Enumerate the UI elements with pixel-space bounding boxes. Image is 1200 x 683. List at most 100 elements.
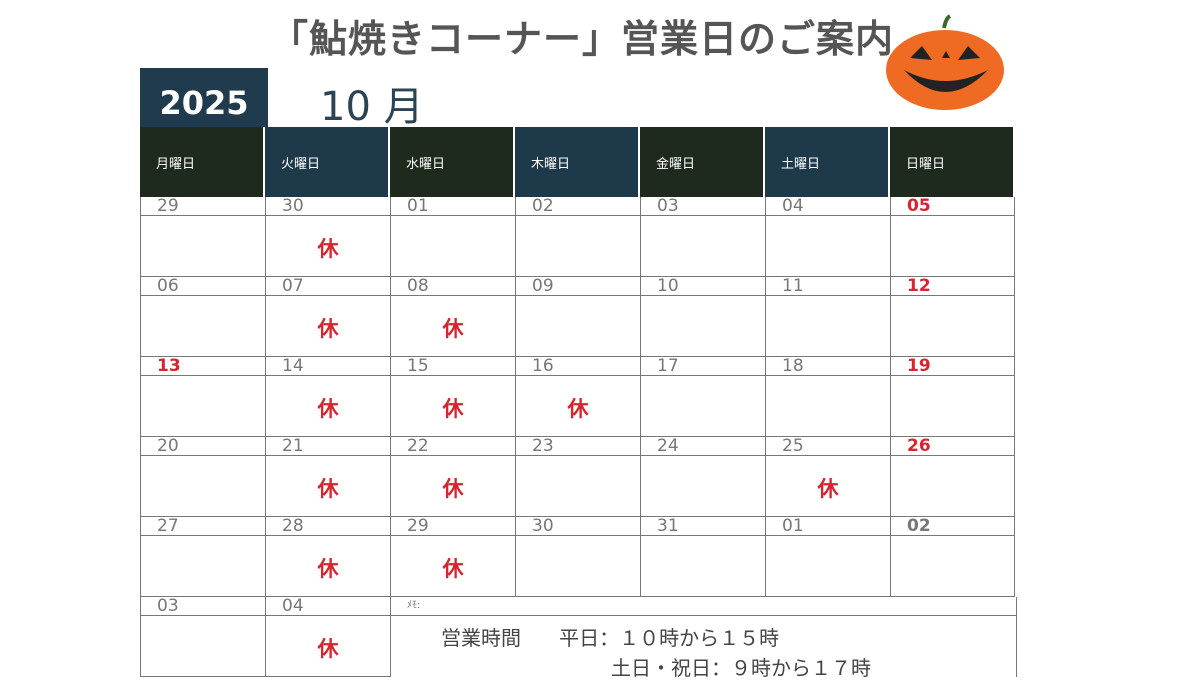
calendar-grid: 29 30 休 01 02 03 04 05 06 07 休 08 休 09 10 11 12 13 14 休 15 休 1…	[140, 197, 1017, 680]
day-cell: 04 休	[265, 597, 390, 677]
day-number: 01	[766, 517, 890, 536]
day-number: 18	[766, 357, 890, 376]
day-number: 22	[391, 437, 515, 456]
week-row: 27 28 休 29 休 30 31 01 02	[140, 517, 1017, 597]
day-cell: 20	[140, 437, 265, 517]
day-number: 28	[266, 517, 390, 536]
day-cell: 03	[640, 197, 765, 277]
weekend-hours: 土日・祝日：９時から１７時	[611, 656, 871, 680]
day-cell: 05	[890, 197, 1015, 277]
day-cell: 21 休	[265, 437, 390, 517]
day-cell: 16 休	[515, 357, 640, 437]
day-cell: 02	[890, 517, 1015, 597]
closed-mark: 休	[317, 317, 339, 341]
day-number: 04	[766, 197, 890, 216]
day-cell: 15 休	[390, 357, 515, 437]
day-number: 01	[391, 197, 515, 216]
day-number: 27	[141, 517, 265, 536]
day-number: 03	[141, 597, 265, 616]
day-cell: 07 休	[265, 277, 390, 357]
day-number: 13	[141, 357, 265, 376]
day-cell: 19	[890, 357, 1015, 437]
day-number: 19	[891, 357, 1014, 376]
hours-label: 営業時間	[441, 626, 521, 650]
day-cell: 27	[140, 517, 265, 597]
week-row: 20 21 休 22 休 23 24 25 休 26	[140, 437, 1017, 517]
week-row: 13 14 休 15 休 16 休 17 18 19	[140, 357, 1017, 437]
day-cell: 01	[390, 197, 515, 277]
day-number: 08	[391, 277, 515, 296]
weekday-header: 月曜日 火曜日 水曜日 木曜日 金曜日 土曜日 日曜日	[140, 127, 1015, 197]
day-cell: 26	[890, 437, 1015, 517]
day-number: 23	[516, 437, 640, 456]
day-cell: 08 休	[390, 277, 515, 357]
closed-mark: 休	[442, 397, 464, 421]
closed-mark: 休	[317, 397, 339, 421]
day-number: 15	[391, 357, 515, 376]
weekday-header-cell: 木曜日	[515, 127, 638, 197]
day-number: 03	[641, 197, 765, 216]
day-cell: 29	[140, 197, 265, 277]
weekday-header-cell: 水曜日	[390, 127, 513, 197]
day-number: 12	[891, 277, 1014, 296]
closed-mark: 休	[317, 637, 339, 661]
month-label: 10 月	[320, 84, 424, 130]
weekday-header-cell: 月曜日	[140, 127, 263, 197]
day-number: 29	[391, 517, 515, 536]
weekday-header-cell: 土曜日	[765, 127, 888, 197]
closed-mark: 休	[817, 477, 839, 501]
day-cell: 03	[140, 597, 265, 677]
day-cell: 30	[515, 517, 640, 597]
day-number: 25	[766, 437, 890, 456]
day-cell: 06	[140, 277, 265, 357]
day-cell: 30 休	[265, 197, 390, 277]
day-number: 09	[516, 277, 640, 296]
day-number: 30	[266, 197, 390, 216]
day-number: 30	[516, 517, 640, 536]
day-cell: 17	[640, 357, 765, 437]
weekday-header-cell: 金曜日	[640, 127, 763, 197]
day-cell: 29 休	[390, 517, 515, 597]
day-number: 10	[641, 277, 765, 296]
week-row: 29 30 休 01 02 03 04 05	[140, 197, 1017, 277]
closed-mark: 休	[442, 557, 464, 581]
day-number: 16	[516, 357, 640, 376]
closed-mark: 休	[317, 477, 339, 501]
day-cell: 23	[515, 437, 640, 517]
year-label: 2025	[140, 68, 268, 127]
weekday-header-cell: 日曜日	[890, 127, 1013, 197]
day-number: 05	[891, 197, 1014, 216]
day-cell: 18	[765, 357, 890, 437]
day-number: 06	[141, 277, 265, 296]
day-number: 31	[641, 517, 765, 536]
day-cell: 14 休	[265, 357, 390, 437]
day-number: 14	[266, 357, 390, 376]
day-cell: 01	[765, 517, 890, 597]
day-cell: 12	[890, 277, 1015, 357]
day-number: 11	[766, 277, 890, 296]
page-title: 「鮎焼きコーナー」営業日のご案内	[270, 17, 895, 61]
day-number: 17	[641, 357, 765, 376]
day-cell: 13	[140, 357, 265, 437]
weekday-hours: 平日：１０時から１５時	[559, 626, 780, 650]
closed-mark: 休	[567, 397, 589, 421]
day-cell: 04	[765, 197, 890, 277]
closed-mark: 休	[317, 237, 339, 261]
closed-mark: 休	[317, 557, 339, 581]
day-number: 07	[266, 277, 390, 296]
day-number: 02	[891, 517, 1014, 536]
memo-area: ﾒﾓ: 営業時間 平日：１０時から１５時土日・祝日：９時から１７時	[390, 597, 1017, 680]
day-number: 21	[266, 437, 390, 456]
memo-label: ﾒﾓ:	[391, 597, 1016, 616]
day-cell: 09	[515, 277, 640, 357]
day-cell: 02	[515, 197, 640, 277]
week-row: 06 07 休 08 休 09 10 11 12	[140, 277, 1017, 357]
day-cell: 11	[765, 277, 890, 357]
day-cell: 31	[640, 517, 765, 597]
closed-mark: 休	[442, 477, 464, 501]
day-cell: 10	[640, 277, 765, 357]
day-cell: 22 休	[390, 437, 515, 517]
week-row: 03 04 休 ﾒﾓ: 営業時間 平日：１０時から１５時土日・祝日：９時から１７時	[140, 597, 1017, 680]
day-cell: 24	[640, 437, 765, 517]
day-cell: 28 休	[265, 517, 390, 597]
